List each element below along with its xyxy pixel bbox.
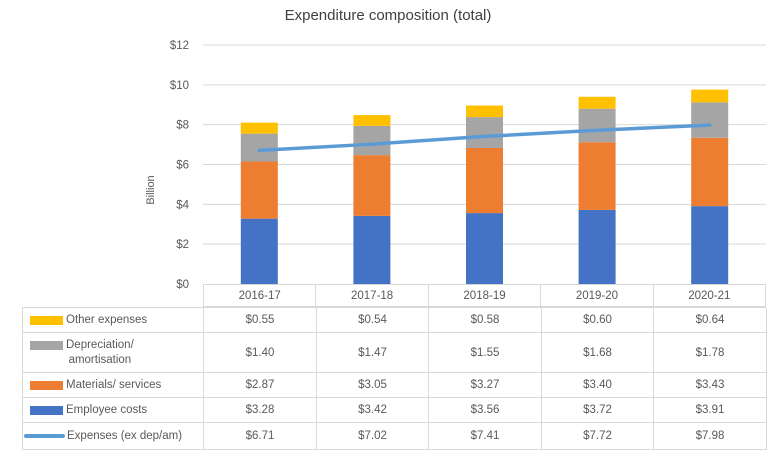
series-name-expenses-ex-dep-am: Expenses (ex dep/am) bbox=[67, 429, 183, 442]
legend-key-materials-services-swatch-icon bbox=[30, 380, 63, 390]
table-value-depreciation-amortisation-2019-20: $1.68 bbox=[542, 333, 654, 373]
table-value-materials-services-2017-18: $3.05 bbox=[317, 373, 429, 398]
expenses-line-series bbox=[257, 123, 712, 153]
bar-segment-materials-services-2020-21 bbox=[691, 137, 729, 207]
bar-segment-materials-services-2018-19 bbox=[466, 147, 503, 214]
series-name-employee-costs: Employee costs bbox=[66, 403, 148, 416]
y-axis-tick-labels: $0 $2 $4 $6 $8 $10 $12 bbox=[170, 40, 190, 291]
table-value-other-expenses-2020-21: $0.64 bbox=[654, 308, 767, 333]
table-value-employee-costs-2018-19: $3.56 bbox=[429, 398, 542, 423]
table-value-depreciation-amortisation-2017-18: $1.47 bbox=[317, 333, 429, 373]
legend-entry-other-expenses: Other expenses bbox=[30, 313, 147, 328]
table-value-depreciation-amortisation-2020-21: $1.78 bbox=[654, 333, 767, 373]
table-value-other-expenses-2017-18: $0.54 bbox=[317, 308, 429, 333]
bar-segment-materials-services-2017-18 bbox=[353, 155, 391, 216]
bar-segment-depreciation-amortisation-2016-17 bbox=[240, 133, 278, 162]
table-value-materials-services-2016-17: $2.87 bbox=[204, 373, 317, 398]
bar-segment-employee-costs-2016-17 bbox=[240, 218, 278, 284]
bar-segment-depreciation-amortisation-2017-18 bbox=[353, 125, 391, 156]
legend-key-other-expenses-swatch-icon bbox=[30, 315, 63, 325]
chart-plot-area: $0 $2 $4 $6 $8 $10 $12 Expenditure composition… bbox=[145, 7, 766, 291]
table-row-label-materials-services: Materials/ services bbox=[23, 373, 204, 398]
x-axis-label-2020-21: 2020-21 bbox=[652, 285, 765, 306]
y-axis-title: Billion bbox=[145, 175, 157, 204]
table-value-expenses-ex-dep-am-2020-21: $7.98 bbox=[654, 423, 767, 450]
legend-key-expenses-ex-dep-am-line-icon bbox=[24, 434, 65, 438]
table-value-expenses-ex-dep-am-2019-20: $7.72 bbox=[542, 423, 654, 450]
legend-entry-materials-services: Materials/ services bbox=[30, 378, 161, 393]
x-axis-label-2018-19: 2018-19 bbox=[427, 285, 540, 306]
table-value-depreciation-amortisation-2016-17: $1.40 bbox=[204, 333, 317, 373]
table-value-expenses-ex-dep-am-2018-19: $7.41 bbox=[429, 423, 542, 450]
table-row-label-expenses-ex-dep-am: Expenses (ex dep/am) bbox=[23, 423, 204, 450]
table-value-materials-services-2019-20: $3.40 bbox=[542, 373, 654, 398]
x-axis-category-row: 2016-17 2017-18 2018-19 2019-20 2020-21 bbox=[203, 284, 766, 307]
bar-segment-employee-costs-2018-19 bbox=[466, 213, 503, 284]
legend-entry-employee-costs: Employee costs bbox=[30, 403, 147, 418]
table-row-label-depreciation-amortisation: Depreciation/ amortisation bbox=[23, 333, 204, 373]
y-tick-label-12: $12 bbox=[170, 40, 189, 52]
series-name-other-expenses: Other expenses bbox=[66, 313, 148, 326]
table-row-label-other-expenses: Other expenses bbox=[23, 308, 204, 333]
table-value-materials-services-2018-19: $3.27 bbox=[429, 373, 542, 398]
table-value-expenses-ex-dep-am-2016-17: $6.71 bbox=[204, 423, 317, 450]
legend-key-employee-costs-swatch-icon bbox=[30, 405, 63, 415]
bar-segment-other-expenses-2016-17 bbox=[240, 122, 278, 134]
legend-key-depreciation-amortisation-swatch-icon bbox=[30, 340, 63, 350]
bar-segment-other-expenses-2017-18 bbox=[353, 115, 391, 126]
y-tick-label-10: $10 bbox=[170, 80, 189, 92]
table-value-depreciation-amortisation-2018-19: $1.55 bbox=[429, 333, 542, 373]
y-tick-label-6: $6 bbox=[176, 160, 189, 172]
series-name-depreciation-amortisation: Depreciation/ amortisation bbox=[66, 338, 134, 366]
table-value-employee-costs-2019-20: $3.72 bbox=[542, 398, 654, 423]
table-value-employee-costs-2020-21: $3.91 bbox=[654, 398, 767, 423]
y-tick-label-4: $4 bbox=[176, 199, 189, 211]
stacked-bars bbox=[240, 89, 729, 284]
line-expenses-ex-dep-am bbox=[257, 123, 712, 153]
bar-segment-other-expenses-2019-20 bbox=[578, 96, 616, 109]
x-axis-label-2017-18: 2017-18 bbox=[315, 285, 427, 306]
y-tick-label-8: $8 bbox=[176, 120, 189, 132]
table-value-expenses-ex-dep-am-2017-18: $7.02 bbox=[317, 423, 429, 450]
y-tick-label-2: $2 bbox=[176, 239, 189, 251]
table-value-materials-services-2020-21: $3.43 bbox=[654, 373, 767, 398]
table-value-other-expenses-2016-17: $0.55 bbox=[204, 308, 317, 333]
bar-segment-materials-services-2019-20 bbox=[578, 142, 616, 210]
x-axis-label-2019-20: 2019-20 bbox=[540, 285, 652, 306]
bar-segment-depreciation-amortisation-2018-19 bbox=[466, 117, 503, 148]
legend-entry-depreciation-amortisation: Depreciation/ amortisation bbox=[30, 338, 134, 368]
chart-title: Expenditure composition (total) bbox=[285, 7, 492, 24]
table-value-employee-costs-2016-17: $3.28 bbox=[204, 398, 317, 423]
x-axis-label-2016-17: 2016-17 bbox=[238, 289, 281, 302]
bar-segment-depreciation-amortisation-2020-21 bbox=[691, 102, 729, 138]
legend-entry-expenses-ex-dep-am: Expenses (ex dep/am) bbox=[24, 429, 182, 444]
bar-segment-depreciation-amortisation-2019-20 bbox=[578, 108, 616, 143]
table-value-other-expenses-2019-20: $0.60 bbox=[542, 308, 654, 333]
chart-data-table: Other expenses $0.55 $0.54 $0.58 $0.60 $0.64 D… bbox=[22, 307, 767, 450]
bar-segment-other-expenses-2020-21 bbox=[691, 89, 729, 103]
bar-segment-employee-costs-2020-21 bbox=[691, 206, 729, 284]
y-tick-label-0: $0 bbox=[176, 279, 189, 291]
table-value-other-expenses-2018-19: $0.58 bbox=[429, 308, 542, 333]
bar-segment-employee-costs-2019-20 bbox=[578, 209, 616, 284]
table-row-label-employee-costs: Employee costs bbox=[23, 398, 204, 423]
bar-segment-other-expenses-2018-19 bbox=[466, 105, 503, 118]
bar-segment-materials-services-2016-17 bbox=[240, 161, 278, 219]
table-value-employee-costs-2017-18: $3.42 bbox=[317, 398, 429, 423]
series-name-materials-services: Materials/ services bbox=[66, 378, 162, 391]
bar-segment-employee-costs-2017-18 bbox=[353, 215, 391, 284]
